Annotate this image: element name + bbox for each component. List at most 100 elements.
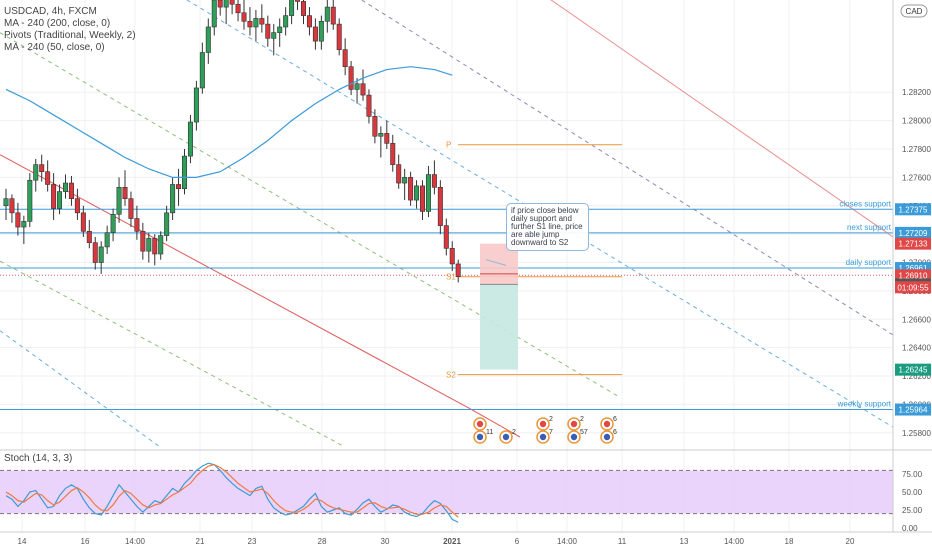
support-price-tag-1 (895, 226, 931, 239)
support-label-2: daily support (846, 258, 892, 267)
symbol-title[interactable]: USDCAD, 4h, FXCM (4, 6, 97, 17)
candle-70 (419, 185, 425, 212)
pivots-legend[interactable]: Pivots (Traditional, Weekly, 2) (4, 30, 136, 41)
candle-14 (86, 231, 92, 243)
candle-44 (265, 23, 271, 39)
candle-36 (217, 0, 223, 8)
y-tick-8: 1.26600 (902, 315, 931, 324)
y-tick-0: 1.28200 (902, 88, 931, 97)
event-count-4: 7 (549, 429, 553, 436)
trend-green-2 (0, 260, 346, 448)
candle-26 (158, 235, 164, 255)
stoch-y-tick-1: 50.00 (902, 488, 923, 497)
support-price-text-1: 1.27209 (899, 229, 928, 238)
candle-38 (229, 0, 235, 5)
price-tag-text-3: 1.26245 (899, 366, 928, 375)
candle-76 (455, 263, 461, 278)
candle-60 (360, 83, 366, 96)
event-flag-7 (603, 420, 611, 428)
candle-75 (449, 248, 455, 265)
candle-41 (247, 20, 253, 28)
candle-12 (74, 198, 80, 214)
support-label-1: next support (847, 223, 892, 232)
candle-59 (354, 83, 360, 90)
stoch-y-tick-3: 0.00 (902, 524, 918, 533)
stoch-d-line (5, 464, 459, 518)
candle-46 (277, 26, 283, 33)
trend-red-1b (469, 408, 521, 438)
event-flag-5 (570, 420, 578, 428)
candle-40 (241, 12, 247, 22)
candle-24 (146, 238, 152, 252)
candle-35 (211, 0, 217, 28)
candle-72 (431, 174, 437, 188)
stoch-legend[interactable]: Stoch (14, 3, 3) (4, 453, 72, 465)
x-tick-6: 30 (381, 537, 390, 546)
candle-52 (312, 26, 318, 42)
candle-2 (15, 212, 21, 228)
currency-badge (900, 4, 928, 18)
candle-53 (318, 20, 324, 42)
candle-33 (199, 52, 205, 89)
trend-red-2 (550, 0, 894, 238)
candle-48 (289, 0, 295, 16)
candle-54 (324, 6, 330, 22)
event-count-6: 57 (580, 429, 588, 436)
candle-56 (336, 23, 342, 50)
y-tick-10: 1.26200 (902, 372, 931, 381)
trend-gray (360, 0, 894, 336)
event-count-3: 2 (549, 416, 553, 423)
x-tick-14: 20 (846, 537, 855, 546)
countdown-text: 01:09:55 (897, 283, 929, 292)
note-pointer (485, 259, 507, 266)
x-tick-11: 13 (680, 537, 689, 546)
candle-11 (68, 182, 74, 199)
currency-badge-text: CAD (906, 7, 923, 16)
event-flag-1 (476, 433, 484, 441)
event-flag-2 (502, 433, 510, 441)
x-tick-4: 23 (248, 537, 257, 546)
event-count-7: 6 (613, 416, 617, 423)
candle-69 (414, 185, 420, 201)
support-price-text-3: 1.25964 (899, 406, 928, 415)
candle-34 (205, 26, 211, 53)
candle-73 (437, 187, 443, 226)
candle-23 (140, 231, 146, 252)
ma50-legend[interactable]: MA - 240 (50, close, 0) (4, 42, 105, 53)
event-count-2: 2 (512, 429, 516, 436)
candle-63 (378, 133, 384, 137)
event-flag-0 (476, 420, 484, 428)
annotation-note[interactable]: if price close below daily support and f… (506, 203, 589, 251)
candle-43 (259, 18, 265, 25)
support-price-tag-3 (895, 403, 931, 416)
event-flag-4 (539, 433, 547, 441)
trend-blue-2 (0, 330, 161, 448)
candle-18 (110, 213, 116, 234)
x-tick-8: 6 (515, 537, 520, 546)
candle-64 (384, 133, 390, 144)
event-count-1: 11 (486, 429, 493, 436)
candle-22 (134, 218, 140, 232)
event-flag-3 (539, 420, 547, 428)
candle-5 (33, 164, 39, 181)
support-label-3: weekly support (837, 400, 892, 409)
support-price-tag-0 (895, 203, 931, 216)
candle-15 (92, 242, 98, 263)
ma200-legend[interactable]: MA - 240 (200, close, 0) (4, 18, 111, 29)
stoch-k-line (5, 462, 459, 523)
candle-1 (9, 198, 15, 214)
stoch-y-tick-0: 75.00 (902, 470, 923, 479)
candle-47 (283, 15, 289, 28)
candle-66 (396, 164, 402, 184)
stoch-title: Stoch (14, 3, 3) (4, 453, 73, 464)
candle-25 (152, 238, 158, 255)
candle-0 (3, 198, 9, 207)
take-profit-zone (480, 284, 518, 370)
candle-7 (45, 171, 51, 185)
price-tag-0 (895, 237, 931, 250)
candle-68 (408, 177, 414, 201)
candle-28 (170, 184, 176, 214)
candle-74 (443, 225, 449, 249)
